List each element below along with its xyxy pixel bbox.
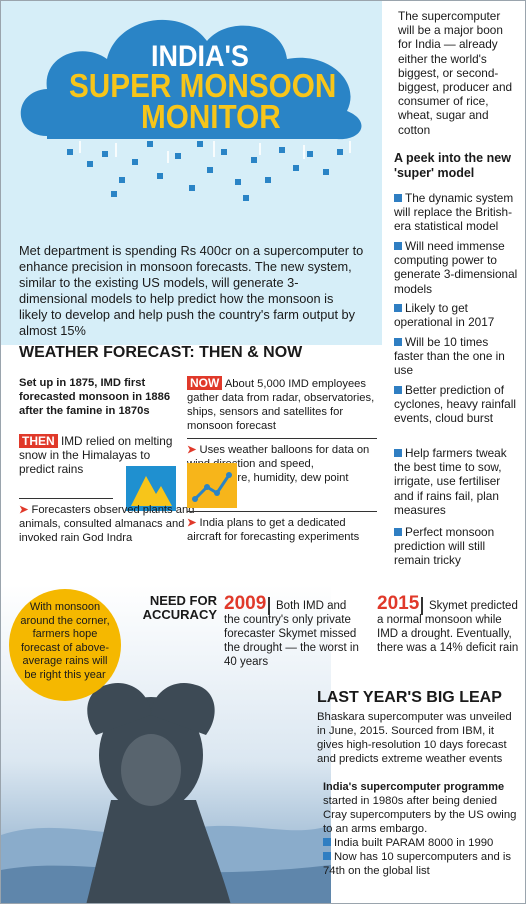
forecast-heading: WEATHER FORECAST: THEN & NOW — [19, 344, 303, 361]
sidebar-item: Will be 10 times faster than the one in … — [394, 335, 505, 378]
text-2009: Both IMD and the country's only private … — [224, 600, 359, 668]
then-text: IMD relied on melting snow in the Himala… — [19, 434, 173, 476]
bullet-icon — [394, 338, 402, 346]
title-line-3: MONITOR — [141, 98, 281, 135]
sidebar-boon-text: The supercomputer will be a major boon f… — [398, 9, 513, 137]
bullet-icon — [394, 242, 402, 250]
programme-item: India built PARAM 8000 in 1990 — [323, 836, 519, 850]
title-line-1: INDIA'S — [151, 40, 249, 73]
bullet-icon — [323, 852, 331, 860]
divider — [421, 597, 423, 615]
leap-heading: LAST YEAR'S BIG LEAP — [317, 689, 502, 706]
now-text: About 5,000 IMD employees gather data fr… — [187, 378, 375, 432]
divider — [268, 597, 270, 615]
sidebar-item: The dynamic system will replace the Brit… — [394, 191, 514, 234]
then-block: THEN IMD relied on melting snow in the H… — [19, 434, 179, 476]
bullet-icon — [394, 194, 402, 202]
divider — [19, 498, 113, 499]
cloud-rain-icon — [20, 19, 362, 201]
quote-text: With monsoon around the corner, farmers … — [20, 601, 110, 681]
aircraft-text: ➤ India plans to get a dedicated aircraf… — [187, 517, 360, 543]
intro-paragraph: Met department is spending Rs 400cr on a… — [19, 243, 364, 338]
arrow-icon: ➤ — [187, 444, 197, 456]
sidebar-item: Likely to get operational in 2017 — [394, 301, 495, 330]
arrow-icon: ➤ — [19, 504, 29, 516]
sidebar-item: Perfect monsoon prediction will still re… — [394, 525, 495, 568]
bullet-icon — [394, 449, 402, 457]
line-chart-icon — [187, 463, 237, 508]
now-block: NOW About 5,000 IMD employees gather dat… — [187, 376, 377, 433]
programme-text: started in 1980s after being denied Cray… — [323, 794, 519, 878]
forecasters-text: ➤ Forecasters observed plants and animal… — [19, 504, 195, 544]
mountain-icon — [126, 466, 176, 511]
sidebar-heading: A peek into the new 'super' model — [394, 151, 511, 180]
bullet-icon — [323, 838, 331, 846]
sidebar-item: Help farmers tweak the best time to sow,… — [394, 446, 507, 517]
year-2009: 2009 — [224, 593, 267, 614]
then-tag: THEN — [19, 434, 58, 448]
bullet-icon — [394, 304, 402, 312]
quote-bubble — [9, 589, 121, 701]
title-line-2: SUPER MONSOON — [69, 67, 337, 104]
programme-heading: India's supercomputer programme — [323, 781, 505, 793]
divider — [187, 511, 377, 512]
arrow-icon: ➤ — [187, 517, 197, 529]
accuracy-heading: NEED FOR ACCURACY — [142, 593, 217, 622]
leap-text: Bhaskara supercomputer was unveiled in J… — [317, 711, 512, 765]
sidebar-item: Better prediction of cyclones, heavy rai… — [394, 383, 516, 426]
sidebar-item: Will need immense computing power to gen… — [394, 239, 518, 296]
divider — [187, 438, 377, 439]
year-2015: 2015 — [377, 593, 420, 614]
now-tag: NOW — [187, 376, 223, 390]
sidebar — [382, 1, 525, 585]
text-2015: Skymet predicted a normal monsoon while … — [377, 600, 519, 654]
bullet-icon — [394, 528, 402, 536]
setup-text: Set up in 1875, IMD first forecasted mon… — [19, 377, 171, 417]
programme-item: Now has 10 supercomputers and is 74th on… — [323, 851, 512, 877]
bullet-icon — [394, 386, 402, 394]
